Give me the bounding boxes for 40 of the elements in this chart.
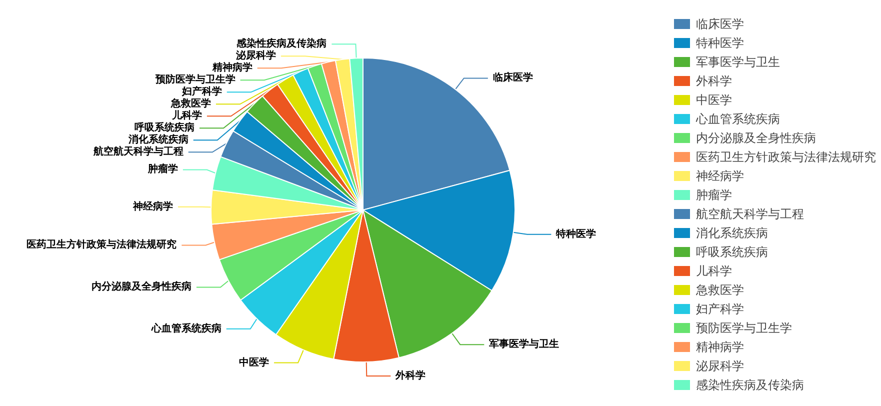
slice-label: 内分泌腺及全身性疾病 bbox=[91, 280, 192, 293]
legend-label: 消化系统疾病 bbox=[696, 226, 768, 240]
slice-label: 特种医学 bbox=[555, 228, 596, 240]
slice-label: 精神病学 bbox=[211, 62, 252, 74]
legend-label: 急救医学 bbox=[695, 283, 744, 297]
slice-label: 消化系统疾病 bbox=[127, 134, 188, 146]
slice-label: 临床医学 bbox=[492, 72, 533, 84]
legend-label: 医药卫生方针政策与法律法规研究 bbox=[696, 150, 876, 164]
legend-label: 神经病学 bbox=[696, 169, 744, 183]
legend-label: 妇产科学 bbox=[696, 302, 744, 316]
legend-label: 肿瘤学 bbox=[696, 188, 732, 202]
legend-label: 呼吸系统疾病 bbox=[696, 245, 768, 259]
slice-label: 航空航天科学与工程 bbox=[92, 146, 184, 158]
slice-label: 外科学 bbox=[394, 369, 426, 382]
slice-label: 神经病学 bbox=[132, 200, 174, 212]
slice-label: 泌尿科学 bbox=[234, 50, 276, 62]
legend-label: 内分泌腺及全身性疾病 bbox=[696, 131, 816, 145]
slice-label: 感染性疾病及传染病 bbox=[236, 38, 327, 50]
slice-label: 妇产科学 bbox=[180, 86, 222, 98]
legend-label: 临床医学 bbox=[696, 17, 744, 31]
legend-label: 精神病学 bbox=[696, 340, 744, 354]
slice-label: 急救医学 bbox=[170, 98, 211, 110]
legend-label: 外科学 bbox=[696, 74, 732, 88]
legend-label: 预防医学与卫生学 bbox=[696, 321, 792, 335]
legend-label: 军事医学与卫生 bbox=[696, 55, 780, 69]
legend-label: 航空航天科学与工程 bbox=[696, 207, 804, 221]
slice-label: 医药卫生方针政策与法律法规研究 bbox=[26, 238, 177, 251]
slice-label: 预防医学与卫生学 bbox=[154, 74, 236, 86]
slice-label: 心血管系统疾病 bbox=[150, 322, 222, 334]
legend-label: 泌尿科学 bbox=[696, 359, 744, 373]
slice-label: 呼吸系统疾病 bbox=[134, 122, 194, 134]
legend-label: 中医学 bbox=[696, 93, 732, 107]
slice-label: 中医学 bbox=[239, 356, 270, 368]
slice-label: 肿瘤学 bbox=[146, 163, 178, 176]
legend-label: 特种医学 bbox=[696, 36, 744, 50]
legend-label: 儿科学 bbox=[696, 264, 732, 278]
legend-label: 心血管系统疾病 bbox=[695, 112, 780, 126]
legend-label: 感染性疾病及传染病 bbox=[696, 378, 804, 392]
slice-label: 军事医学与卫生 bbox=[489, 338, 560, 350]
slice-label: 儿科学 bbox=[170, 110, 202, 122]
